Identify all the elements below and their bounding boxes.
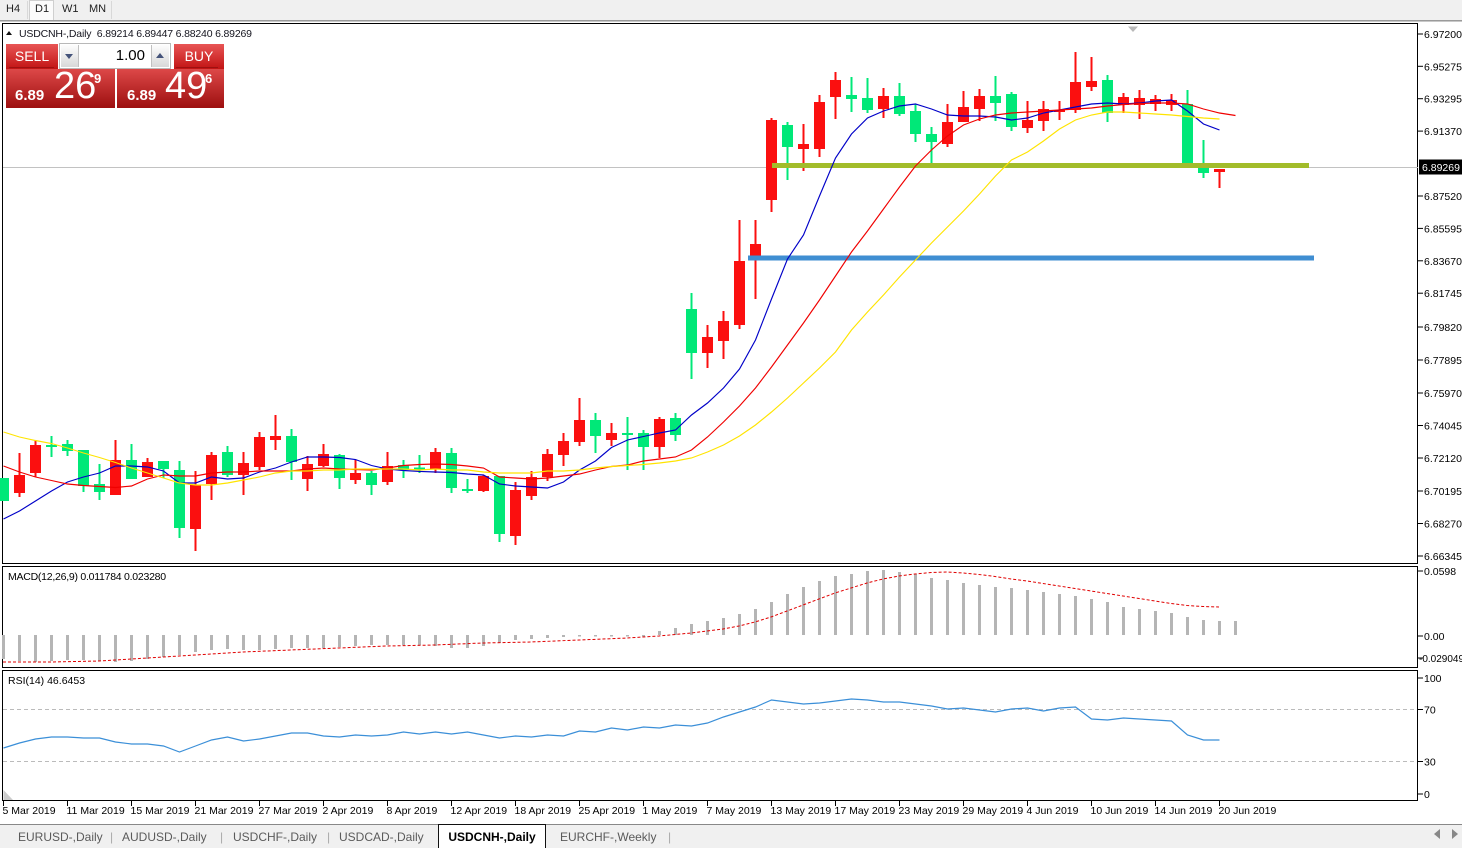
svg-text:6.83670: 6.83670: [1424, 256, 1462, 268]
svg-text:-0.029049: -0.029049: [1419, 654, 1462, 665]
svg-text:6.93295: 6.93295: [1424, 94, 1462, 106]
svg-text:20 Jun 2019: 20 Jun 2019: [1219, 805, 1277, 817]
svg-text:17 May 2019: 17 May 2019: [835, 805, 896, 817]
svg-text:4 Jun 2019: 4 Jun 2019: [1027, 805, 1079, 817]
svg-text:21 Mar 2019: 21 Mar 2019: [195, 805, 254, 817]
svg-text:6.81745: 6.81745: [1424, 288, 1462, 300]
svg-text:13 May 2019: 13 May 2019: [771, 805, 832, 817]
svg-text:100: 100: [1424, 673, 1442, 685]
svg-text:6.70195: 6.70195: [1424, 486, 1462, 498]
svg-text:25 Apr 2019: 25 Apr 2019: [579, 805, 636, 817]
svg-text:18 Apr 2019: 18 Apr 2019: [515, 805, 572, 817]
svg-text:30: 30: [1424, 757, 1436, 769]
svg-text:6.85595: 6.85595: [1424, 223, 1462, 235]
svg-text:23 May 2019: 23 May 2019: [899, 805, 960, 817]
svg-text:6.97200: 6.97200: [1424, 29, 1462, 41]
svg-text:15 Mar 2019: 15 Mar 2019: [131, 805, 190, 817]
svg-text:11 Mar 2019: 11 Mar 2019: [67, 805, 125, 817]
svg-text:6.89269: 6.89269: [1422, 162, 1460, 174]
svg-text:RSI(14) 46.6453: RSI(14) 46.6453: [8, 675, 85, 687]
svg-text:6.72120: 6.72120: [1424, 453, 1462, 465]
svg-text:6.75970: 6.75970: [1424, 388, 1462, 400]
svg-text:1 May 2019: 1 May 2019: [643, 805, 698, 817]
svg-text:0.00: 0.00: [1424, 631, 1445, 643]
svg-text:MACD(12,26,9) 0.011784 0.02328: MACD(12,26,9) 0.011784 0.023280: [8, 571, 166, 583]
svg-text:6.74045: 6.74045: [1424, 421, 1462, 433]
svg-text:27 Mar 2019: 27 Mar 2019: [259, 805, 318, 817]
svg-text:6.77895: 6.77895: [1424, 355, 1462, 367]
svg-text:10 Jun 2019: 10 Jun 2019: [1091, 805, 1149, 817]
svg-text:8 Apr 2019: 8 Apr 2019: [387, 805, 438, 817]
svg-text:6.87520: 6.87520: [1424, 191, 1462, 203]
svg-text:5 Mar 2019: 5 Mar 2019: [3, 805, 56, 817]
svg-text:6.95275: 6.95275: [1424, 61, 1462, 73]
svg-text:6.91370: 6.91370: [1424, 126, 1462, 138]
svg-text:0.0598: 0.0598: [1424, 566, 1456, 578]
svg-text:6.79820: 6.79820: [1424, 322, 1462, 334]
svg-text:12 Apr 2019: 12 Apr 2019: [451, 805, 508, 817]
svg-text:29 May 2019: 29 May 2019: [963, 805, 1024, 817]
svg-text:0: 0: [1424, 789, 1430, 801]
svg-text:2 Apr 2019: 2 Apr 2019: [323, 805, 374, 817]
svg-text:7 May 2019: 7 May 2019: [707, 805, 762, 817]
svg-text:70: 70: [1424, 705, 1436, 717]
svg-text:6.66345: 6.66345: [1424, 551, 1462, 563]
svg-text:6.68270: 6.68270: [1424, 519, 1462, 531]
svg-text:14 Jun 2019: 14 Jun 2019: [1155, 805, 1213, 817]
